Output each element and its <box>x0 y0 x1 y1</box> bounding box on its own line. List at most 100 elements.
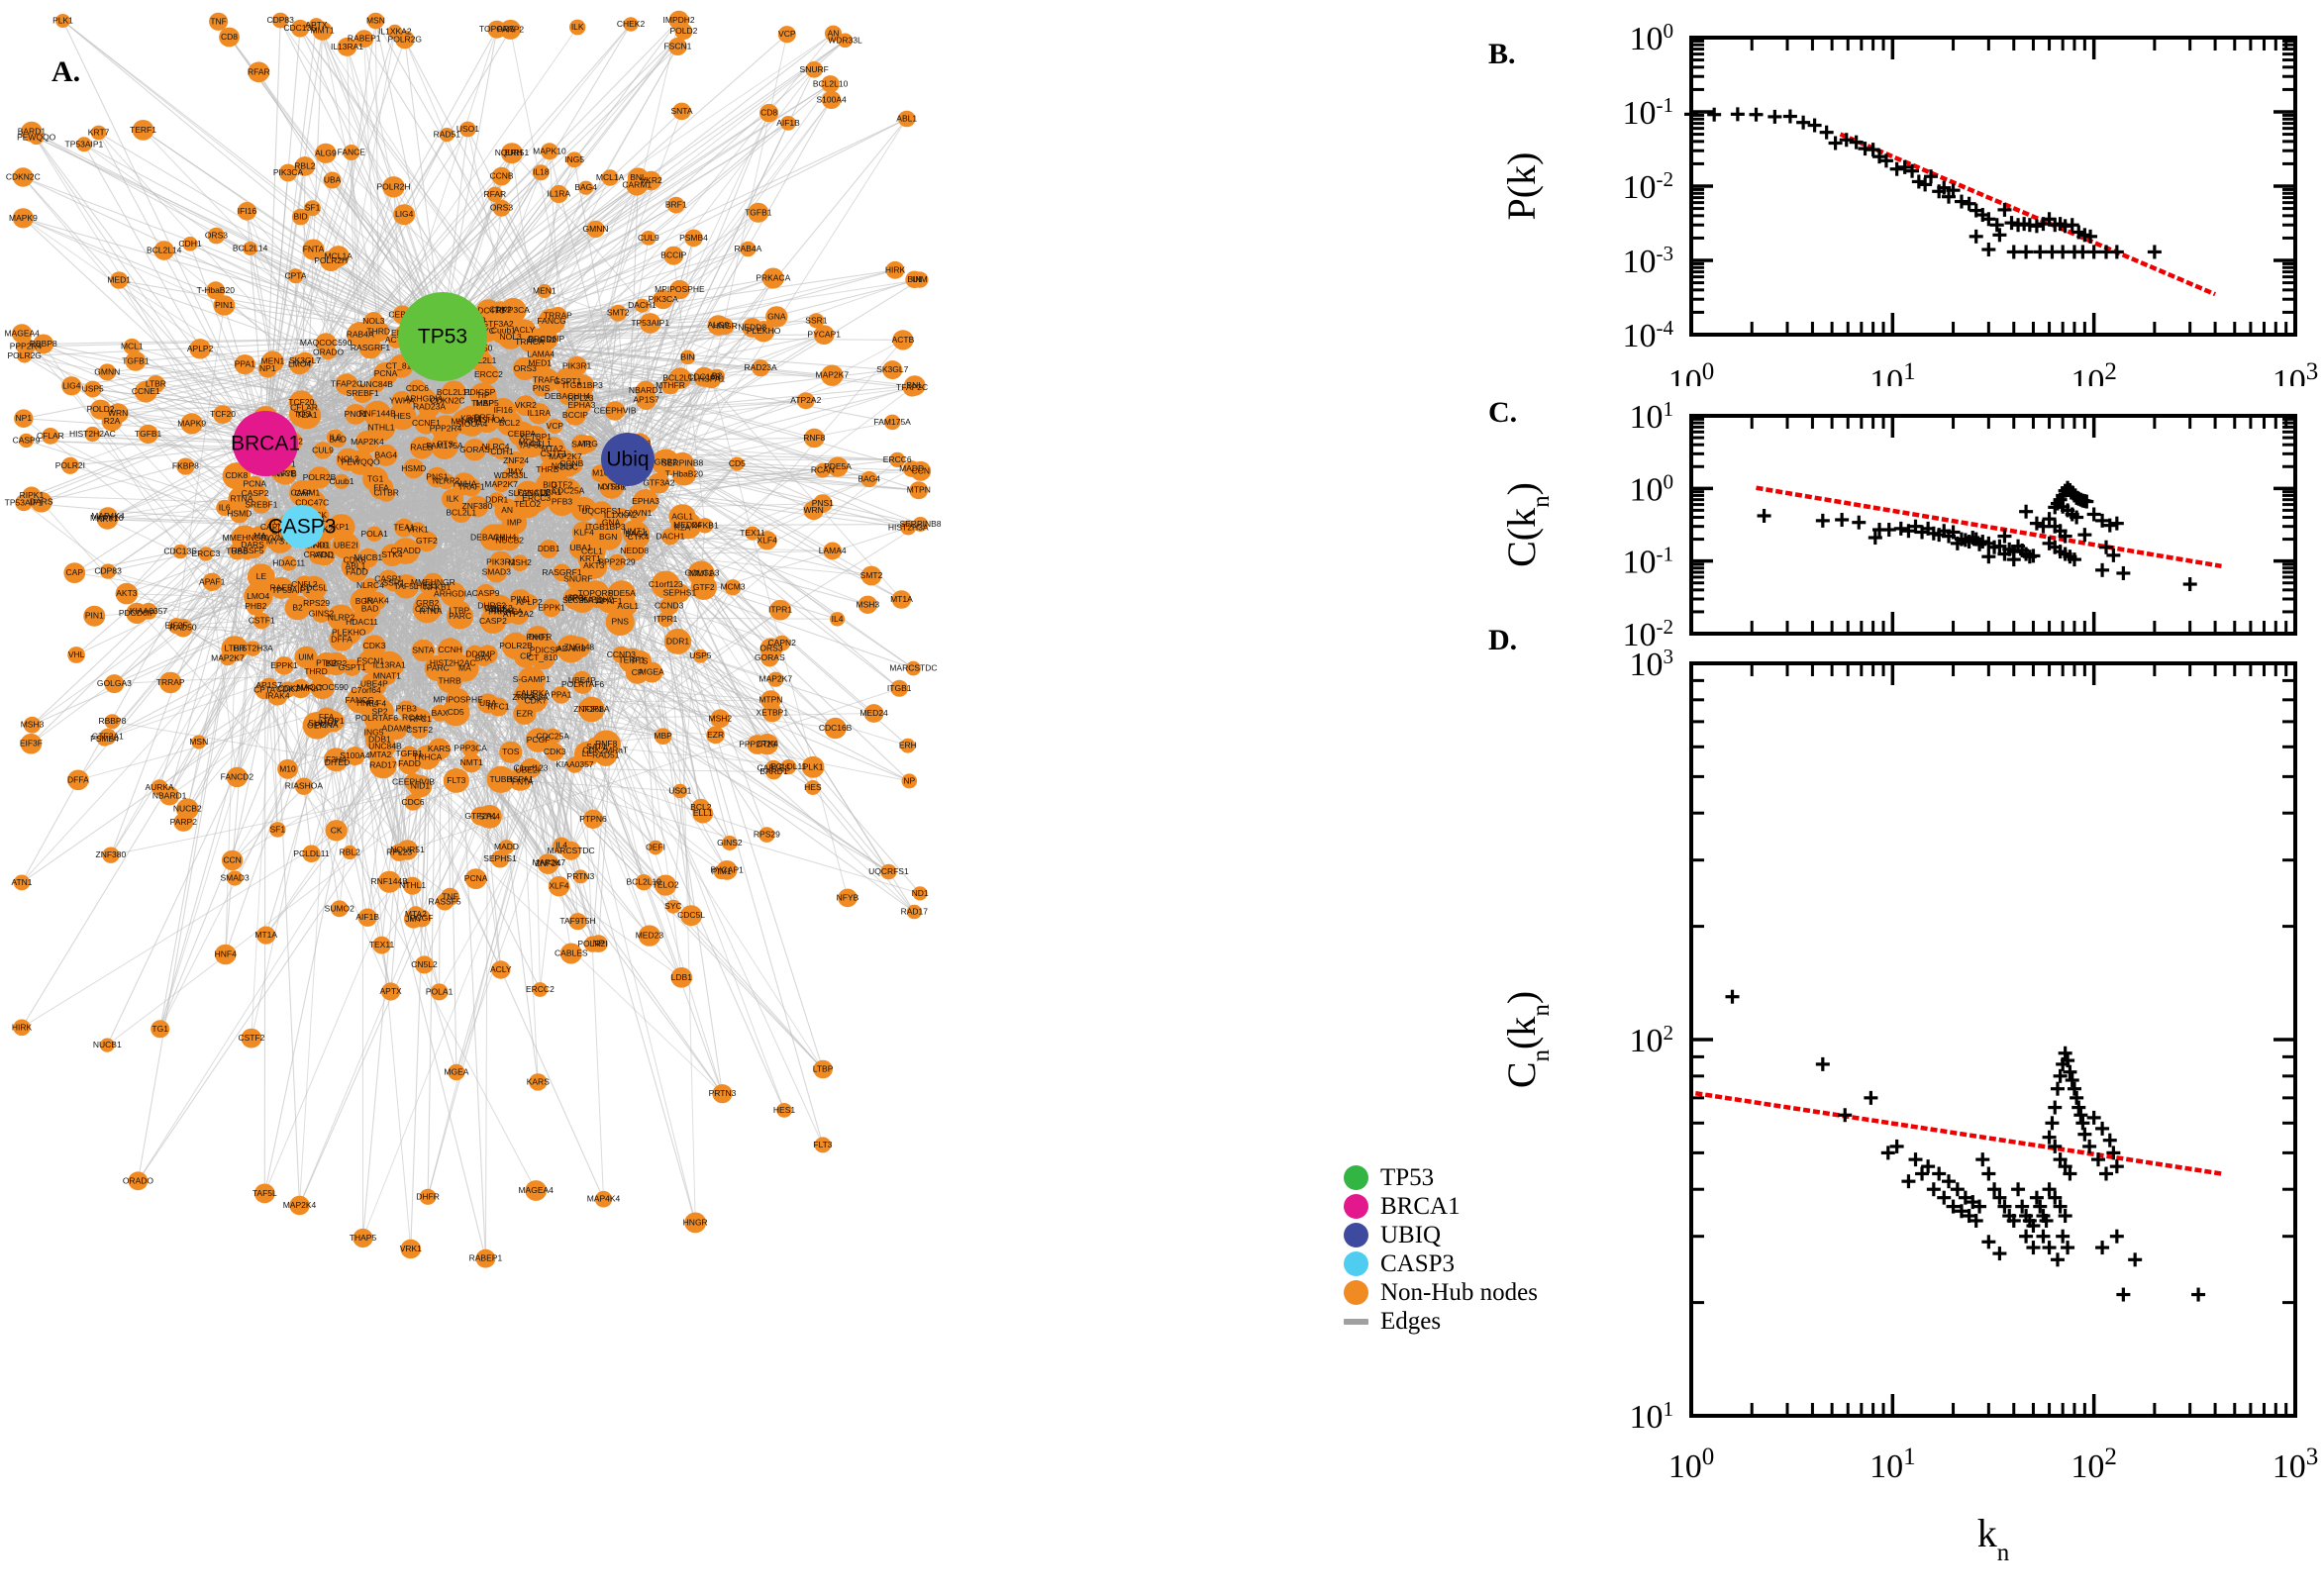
network-node[interactable] <box>290 19 310 38</box>
network-node[interactable] <box>387 24 403 40</box>
network-node[interactable] <box>670 967 693 988</box>
network-node[interactable] <box>426 466 449 488</box>
network-node[interactable] <box>343 658 361 676</box>
network-node[interactable] <box>153 241 174 260</box>
network-node[interactable] <box>569 19 586 36</box>
network-node[interactable] <box>499 741 523 763</box>
network-node[interactable] <box>366 12 385 30</box>
network-node[interactable] <box>456 405 485 433</box>
network-node[interactable] <box>532 982 549 997</box>
network-node[interactable] <box>101 411 123 432</box>
network-node[interactable] <box>730 456 745 471</box>
network-node[interactable] <box>23 716 42 734</box>
network-node[interactable] <box>96 509 119 530</box>
network-node[interactable] <box>451 502 472 523</box>
network-node[interactable] <box>439 649 467 677</box>
network-node[interactable] <box>607 580 636 608</box>
network-node[interactable] <box>84 426 101 443</box>
network-node[interactable] <box>83 380 102 398</box>
network-node[interactable] <box>55 14 70 28</box>
network-node[interactable] <box>377 484 396 502</box>
network-node[interactable] <box>367 321 390 343</box>
network-node[interactable] <box>548 876 570 897</box>
network-node[interactable] <box>315 143 337 163</box>
network-node[interactable] <box>324 651 349 676</box>
network-node[interactable] <box>134 380 157 403</box>
network-node[interactable] <box>213 295 236 316</box>
network-node[interactable] <box>310 675 335 700</box>
network-node[interactable] <box>491 960 511 979</box>
network-node[interactable] <box>173 618 193 638</box>
network-node[interactable] <box>884 414 901 431</box>
network-node[interactable] <box>151 779 168 796</box>
network-node[interactable] <box>748 202 769 223</box>
network-node[interactable] <box>668 38 687 55</box>
network-node[interactable] <box>440 581 466 607</box>
network-node[interactable] <box>290 395 318 421</box>
network-node[interactable] <box>209 12 229 31</box>
network-node[interactable] <box>626 174 649 196</box>
network-node[interactable] <box>403 458 425 479</box>
network-node[interactable] <box>384 574 403 592</box>
network-node[interactable] <box>336 448 360 471</box>
network-node[interactable] <box>12 208 34 229</box>
network-node[interactable] <box>669 583 690 603</box>
network-node[interactable] <box>525 1180 548 1201</box>
network-node[interactable] <box>702 370 722 389</box>
hub-node-casp3[interactable] <box>280 505 324 549</box>
network-node[interactable] <box>363 723 384 743</box>
network-node[interactable] <box>393 204 416 226</box>
network-node[interactable] <box>247 563 275 590</box>
network-node[interactable] <box>403 876 423 895</box>
network-node[interactable] <box>176 457 195 475</box>
network-node[interactable] <box>226 766 249 788</box>
network-node[interactable] <box>42 428 59 445</box>
network-node[interactable] <box>464 868 487 889</box>
network-node[interactable] <box>380 544 404 566</box>
network-node[interactable] <box>559 943 582 964</box>
network-node[interactable] <box>657 611 674 628</box>
network-node[interactable] <box>661 528 679 546</box>
network-node[interactable] <box>354 30 374 49</box>
network-node[interactable] <box>559 458 579 477</box>
network-node[interactable] <box>13 1019 31 1037</box>
network-node[interactable] <box>443 768 469 793</box>
network-node[interactable] <box>665 899 681 914</box>
network-node[interactable] <box>329 627 354 651</box>
network-node[interactable] <box>128 1171 149 1191</box>
network-node[interactable] <box>410 436 434 459</box>
network-node[interactable] <box>821 75 840 93</box>
network-node[interactable] <box>284 595 311 621</box>
network-node[interactable] <box>436 893 454 911</box>
network-node[interactable] <box>601 169 619 186</box>
network-node[interactable] <box>76 137 92 152</box>
network-node[interactable] <box>578 180 594 195</box>
network-node[interactable] <box>320 345 337 360</box>
network-node[interactable] <box>582 809 604 829</box>
network-node[interactable] <box>323 171 342 189</box>
network-node[interactable] <box>532 164 550 181</box>
network-node[interactable] <box>889 451 906 467</box>
network-node[interactable] <box>758 827 775 843</box>
network-node[interactable] <box>553 563 571 582</box>
network-node[interactable] <box>102 847 120 863</box>
network-node[interactable] <box>821 364 844 386</box>
network-node[interactable] <box>890 679 909 697</box>
network-node[interactable] <box>586 220 605 239</box>
network-node[interactable] <box>858 595 877 614</box>
network-node[interactable] <box>760 690 781 710</box>
network-node[interactable] <box>639 313 661 334</box>
network-node[interactable] <box>635 298 650 313</box>
network-node[interactable] <box>372 936 391 954</box>
network-node[interactable] <box>805 780 821 795</box>
network-node[interactable] <box>570 496 597 522</box>
network-node[interactable] <box>415 955 434 974</box>
network-node[interactable] <box>838 888 858 908</box>
network-node[interactable] <box>104 714 121 730</box>
network-node[interactable] <box>813 325 835 345</box>
network-node[interactable] <box>796 392 815 410</box>
network-node[interactable] <box>391 391 413 411</box>
network-node[interactable] <box>125 350 147 371</box>
network-node[interactable] <box>287 268 304 284</box>
network-node[interactable] <box>291 208 310 226</box>
